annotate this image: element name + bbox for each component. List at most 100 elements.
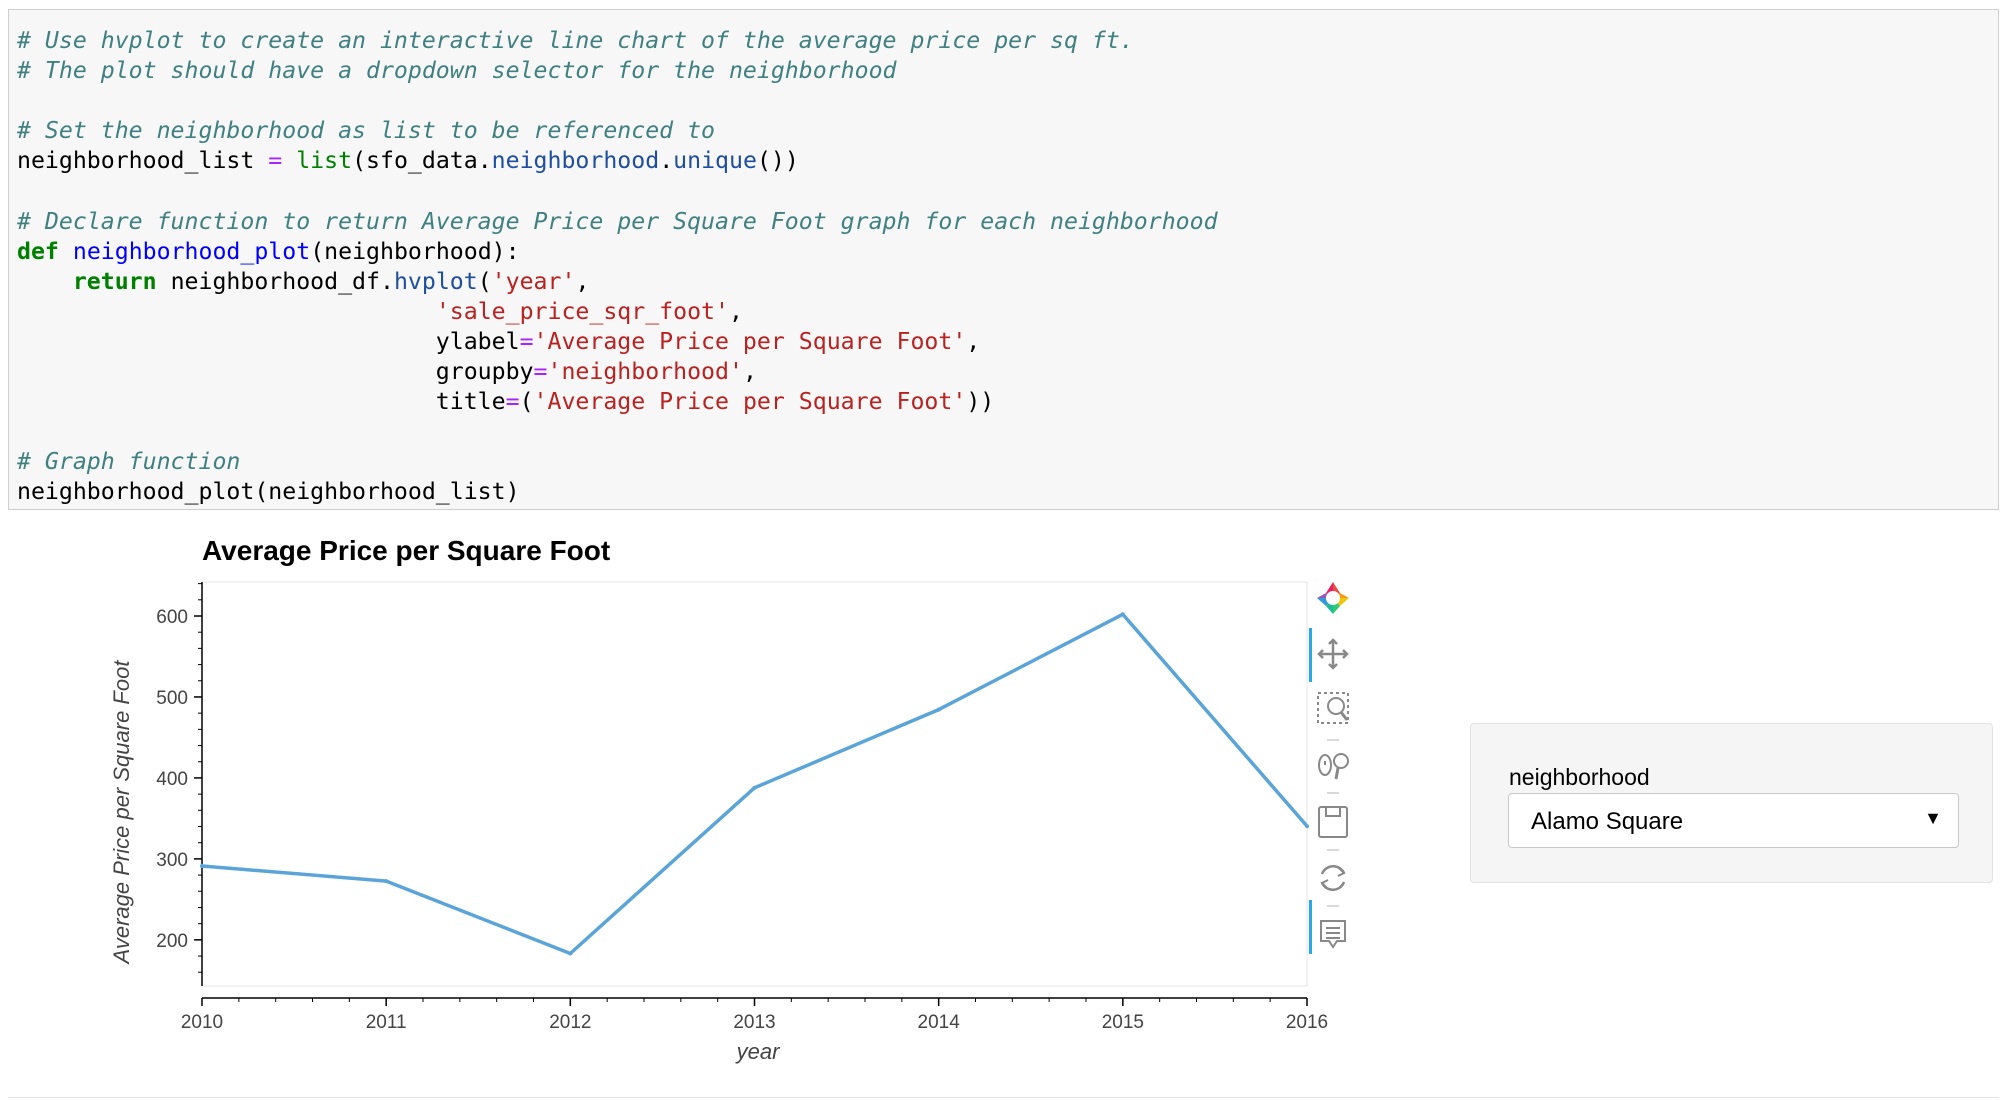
x-tick-label: 2010 [181, 1012, 223, 1033]
code-line: # Declare function to return Average Pri… [17, 207, 1218, 237]
code-token: neighborhood_df. [156, 267, 394, 295]
code-token: , [966, 327, 981, 355]
code-token: 'year' [491, 267, 576, 295]
code-token: neighborhood_list [17, 147, 269, 175]
y-tick-label: 400 [156, 769, 188, 790]
x-axis-label: year [735, 1039, 781, 1064]
save-icon[interactable] [1318, 806, 1348, 838]
code-line: 'sale_price_sqr_foot', [17, 297, 1218, 327]
code-token: # The plot should have a dropdown select… [17, 57, 897, 85]
x-tick-label: 2016 [1286, 1012, 1328, 1033]
code-token: groupby [17, 358, 534, 386]
code-line: return neighborhood_df.hvplot('year', [17, 267, 1218, 297]
code-line: def neighborhood_plot(neighborhood): [17, 237, 1218, 267]
code-token: , [575, 267, 590, 295]
code-token: = [505, 388, 520, 416]
reset-icon[interactable] [1320, 865, 1346, 891]
code-token: (sfo_data. [352, 147, 492, 175]
toolbar-active-bar-2 [1309, 900, 1312, 954]
y-axis-label: Average Price per Square Foot [109, 660, 134, 966]
code-token: , [728, 297, 743, 325]
code-token: # Declare function to return Average Pri… [17, 207, 1218, 235]
code-token: neighborhood_plot [72, 237, 311, 265]
data-point[interactable] [200, 864, 204, 869]
plot-area[interactable] [201, 581, 1308, 987]
code-line: ylabel='Average Price per Square Foot', [17, 327, 1218, 357]
hover-icon[interactable] [1320, 920, 1346, 949]
x-tick-label: 2015 [1102, 1012, 1144, 1033]
wheel-zoom-icon[interactable] [1318, 753, 1349, 780]
code-line: title=('Average Price per Square Foot')) [17, 387, 1218, 417]
data-point[interactable] [752, 785, 757, 790]
data-point[interactable] [936, 707, 941, 712]
code-token: # Use hvplot to create an interactive li… [17, 27, 1134, 54]
series-layer [200, 612, 1309, 956]
code-token: 'neighborhood' [547, 358, 743, 386]
code-token: neighborhood [491, 147, 660, 175]
code-line [17, 176, 1218, 206]
code-token: . [659, 147, 674, 175]
x-tick-label: 2014 [918, 1012, 961, 1033]
x-axis: 2010 2011 2012 2013 2014 2015 2016 [181, 997, 1328, 1033]
code-line: # The plot should have a dropdown select… [17, 56, 1218, 86]
data-point[interactable] [568, 951, 573, 956]
code-line: neighborhood_list = list(sfo_data.neighb… [17, 146, 1218, 176]
code-token: (neighborhood): [310, 237, 520, 265]
code-editor[interactable]: # Use hvplot to create an interactive li… [17, 26, 1218, 508]
code-token: )) [966, 388, 995, 416]
y-tick-label: 200 [156, 931, 188, 952]
toolbar-dividers [1327, 739, 1339, 907]
neighborhood-select[interactable]: Alamo Square ▼ [1508, 793, 1959, 848]
code-token: title [17, 388, 506, 416]
data-point[interactable] [384, 879, 389, 884]
code-token: = [533, 358, 548, 386]
x-tick-label: 2011 [366, 1012, 407, 1033]
cell-divider [8, 1097, 1999, 1098]
code-token: 'Average Price per Square Foot' [533, 388, 967, 416]
code-line: # Use hvplot to create an interactive li… [17, 26, 1218, 56]
code-line [17, 86, 1218, 116]
y-tick-label: 500 [156, 688, 188, 709]
code-token [17, 298, 436, 325]
code-token: # Graph function [17, 448, 241, 476]
chart-title: Average Price per Square Foot [202, 535, 610, 566]
line-chart: 200 300 400 500 600 2010 2011 2012 2013 2014 2015… [109, 535, 1349, 1064]
plot-toolbar [1309, 582, 1349, 954]
code-token: ylabel [17, 327, 520, 355]
code-token [59, 238, 73, 265]
code-token: def [17, 237, 59, 265]
x-tick-label: 2013 [733, 1012, 775, 1033]
pan-icon[interactable] [1317, 638, 1349, 670]
bokeh-logo-icon[interactable] [1317, 582, 1349, 614]
code-token: 'sale_price_sqr_foot' [435, 297, 729, 325]
data-point[interactable] [1120, 612, 1125, 617]
y-tick-label: 300 [156, 850, 188, 871]
widget-panel: neighborhood Alamo Square ▼ [1470, 723, 1993, 883]
code-line: # Graph function [17, 447, 1218, 477]
code-token: hvplot [393, 267, 478, 295]
y-tick-label: 600 [156, 607, 188, 628]
code-token [282, 147, 296, 174]
code-token: return [72, 267, 157, 295]
code-token: , [742, 358, 757, 386]
dropdown-arrow-icon: ▼ [1924, 808, 1942, 828]
x-tick-label: 2012 [549, 1012, 591, 1033]
code-line: neighborhood_plot(neighborhood_list) [17, 477, 1218, 507]
code-token: ()) [756, 147, 799, 175]
toolbar-active-bar-1 [1309, 628, 1312, 682]
code-token: 'Average Price per Square Foot' [533, 327, 967, 355]
plot-frame [201, 581, 1308, 987]
code-token: unique [673, 147, 757, 175]
box-zoom-icon[interactable] [1317, 692, 1349, 724]
code-line: groupby='neighborhood', [17, 357, 1218, 387]
code-token: # Set the neighborhood as list to be ref… [17, 117, 716, 145]
code-line: # Set the neighborhood as list to be ref… [17, 116, 1218, 146]
select-value: Alamo Square [1531, 808, 1684, 835]
code-token: = [519, 327, 534, 355]
code-token: ( [519, 388, 534, 416]
code-token: = [268, 147, 283, 175]
neighborhood-select-label: neighborhood [1509, 764, 1650, 790]
data-point[interactable] [1305, 824, 1309, 829]
code-cell[interactable]: # Use hvplot to create an interactive li… [8, 9, 1999, 510]
code-line [17, 417, 1218, 447]
